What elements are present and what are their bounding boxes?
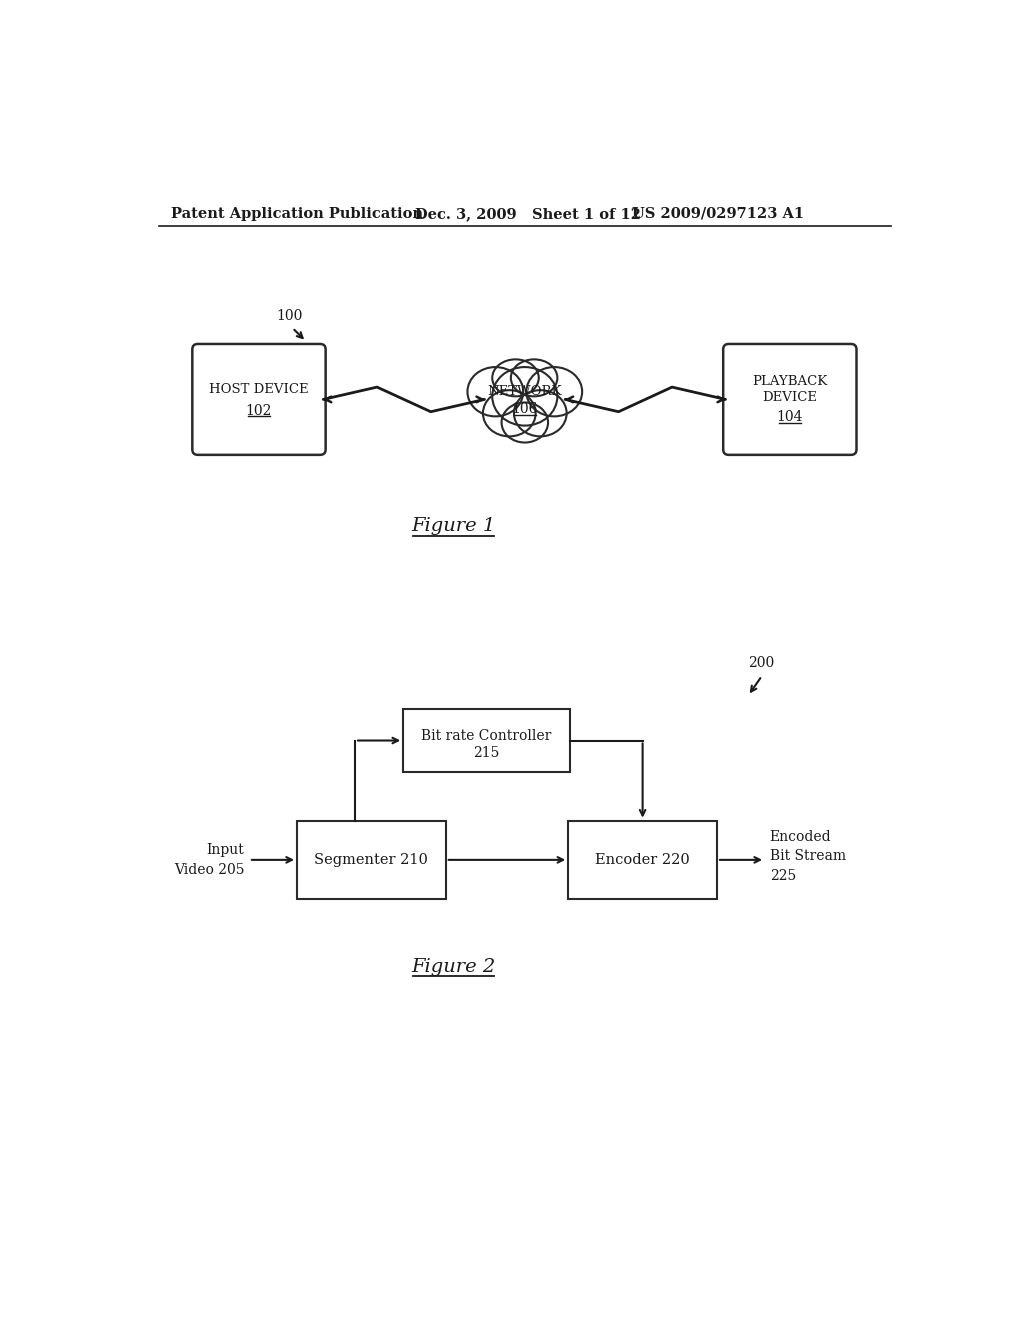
Text: NETWORK: NETWORK — [487, 385, 562, 399]
Ellipse shape — [493, 359, 539, 396]
Text: HOST DEVICE: HOST DEVICE — [209, 383, 309, 396]
Ellipse shape — [526, 367, 583, 416]
Text: PLAYBACK: PLAYBACK — [753, 375, 827, 388]
Text: 104: 104 — [776, 411, 803, 424]
Text: Encoded
Bit Stream
225: Encoded Bit Stream 225 — [770, 829, 846, 883]
Ellipse shape — [483, 391, 536, 437]
Bar — [297, 821, 445, 899]
Text: 200: 200 — [748, 656, 774, 669]
Text: Bit rate Controller: Bit rate Controller — [421, 729, 552, 743]
Text: Segmenter 210: Segmenter 210 — [314, 853, 428, 867]
Ellipse shape — [514, 391, 566, 437]
Ellipse shape — [511, 359, 557, 396]
Text: DEVICE: DEVICE — [762, 391, 817, 404]
Text: US 2009/0297123 A1: US 2009/0297123 A1 — [632, 207, 804, 220]
Ellipse shape — [467, 367, 523, 416]
Ellipse shape — [493, 367, 557, 425]
FancyBboxPatch shape — [193, 345, 326, 455]
Text: 215: 215 — [473, 746, 500, 760]
Bar — [568, 821, 717, 899]
Bar — [403, 709, 569, 772]
Text: Encoder 220: Encoder 220 — [595, 853, 690, 867]
Text: 106: 106 — [512, 401, 538, 416]
Ellipse shape — [502, 403, 548, 442]
Text: Figure 2: Figure 2 — [412, 958, 496, 975]
Text: Dec. 3, 2009   Sheet 1 of 12: Dec. 3, 2009 Sheet 1 of 12 — [415, 207, 641, 220]
Text: Figure 1: Figure 1 — [412, 517, 496, 536]
Text: 100: 100 — [276, 309, 303, 323]
Text: Input
Video 205: Input Video 205 — [174, 843, 245, 876]
Text: Patent Application Publication: Patent Application Publication — [171, 207, 423, 220]
Text: 102: 102 — [246, 404, 272, 418]
FancyBboxPatch shape — [723, 345, 856, 455]
